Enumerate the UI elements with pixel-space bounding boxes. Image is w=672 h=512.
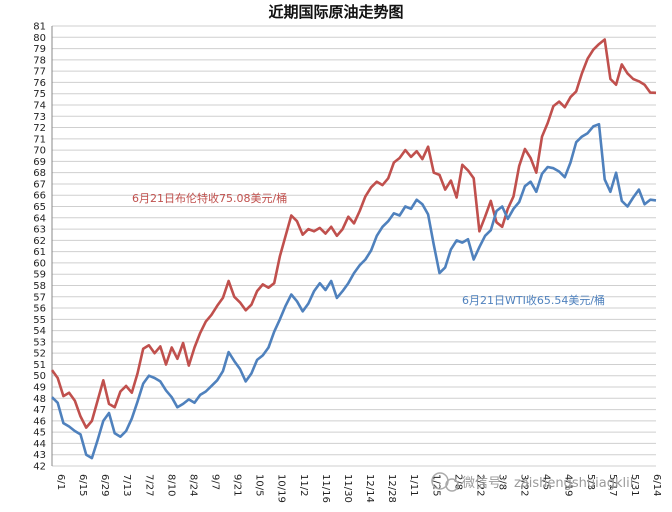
x-tick-label: 11/2 xyxy=(298,474,309,496)
wechat-icon-small xyxy=(445,478,459,492)
x-tick-label: 7/27 xyxy=(143,474,154,496)
x-tick-label: 12/28 xyxy=(386,474,397,503)
y-tick-label: 64 xyxy=(33,213,46,224)
y-tick-label: 44 xyxy=(33,439,46,450)
watermark: 微信号：zaishengshuiagklil xyxy=(431,472,633,492)
y-tick-label: 51 xyxy=(33,360,46,371)
y-tick-label: 81 xyxy=(33,22,46,33)
x-tick-label: 4/19 xyxy=(563,474,574,496)
y-tick-label: 67 xyxy=(33,179,46,190)
y-tick-label: 73 xyxy=(33,112,46,123)
y-tick-label: 69 xyxy=(33,157,46,168)
x-tick-label: 10/5 xyxy=(254,474,265,496)
x-tick-label: 2/22 xyxy=(474,474,485,496)
chart-title: 近期国际原油走势图 xyxy=(268,3,403,21)
wti-close-annotation: 6月21日WTI收65.54美元/桶 xyxy=(462,293,605,307)
y-tick-label: 68 xyxy=(33,168,46,179)
x-axis-ticks: 6/1 6/15 6/29 7/13 7/27 8/10 8/24 9/7 9/21 10/5 10… xyxy=(55,474,662,503)
y-tick-label: 62 xyxy=(33,236,46,247)
x-tick-label: 6/15 xyxy=(77,474,88,496)
brent-close-annotation: 6月21日布伦特收75.08美元/桶 xyxy=(132,191,287,205)
x-tick-label: 7/13 xyxy=(121,474,132,496)
y-tick-label: 79 xyxy=(33,44,46,55)
x-tick-label: 10/19 xyxy=(276,474,287,503)
series-line-brent xyxy=(50,38,657,429)
x-tick-label: 5/31 xyxy=(629,474,640,496)
y-tick-label: 50 xyxy=(33,371,46,382)
y-tick-label: 56 xyxy=(33,304,46,315)
y-tick-label: 76 xyxy=(33,78,46,89)
y-tick-label: 63 xyxy=(33,225,46,236)
x-tick-label: 5/3 xyxy=(585,474,596,490)
x-tick-label: 9/7 xyxy=(210,474,221,490)
series-lines xyxy=(50,38,657,460)
x-tick-label: 6/1 xyxy=(55,474,66,490)
x-tick-label: 11/16 xyxy=(320,474,331,503)
y-tick-label: 46 xyxy=(33,416,46,427)
x-tick-label: 1/11 xyxy=(408,474,419,496)
x-tick-label: 12/14 xyxy=(364,474,375,503)
y-tick-label: 70 xyxy=(33,146,46,157)
y-tick-label: 55 xyxy=(33,315,46,326)
x-tick-label: 1/25 xyxy=(430,474,441,496)
x-tick-label: 11/30 xyxy=(342,474,353,503)
y-tick-label: 49 xyxy=(33,383,46,394)
x-tick-label: 3/8 xyxy=(496,474,507,490)
y-tick-label: 71 xyxy=(33,134,46,145)
y-tick-label: 57 xyxy=(33,292,46,303)
y-tick-label: 80 xyxy=(33,33,46,44)
y-tick-label: 52 xyxy=(33,349,46,360)
y-tick-label: 72 xyxy=(33,123,46,134)
y-tick-label: 42 xyxy=(33,462,46,473)
y-tick-label: 47 xyxy=(33,405,46,416)
x-tick-label: 8/24 xyxy=(187,474,198,496)
x-tick-label: 6/29 xyxy=(99,474,110,496)
watermark-text: 微信号：zaishengshuiagklil xyxy=(462,476,633,491)
y-tick-label: 53 xyxy=(33,337,46,348)
y-tick-label: 60 xyxy=(33,258,46,269)
y-axis-ticks: 4243444546474849505152535455565758596061… xyxy=(33,22,46,473)
y-tick-label: 48 xyxy=(33,394,46,405)
x-tick-label: 3/22 xyxy=(519,474,530,496)
y-tick-label: 77 xyxy=(33,67,46,78)
y-tick-label: 54 xyxy=(33,326,46,337)
y-tick-label: 65 xyxy=(33,202,46,213)
x-tick-label: 6/14 xyxy=(651,474,662,496)
x-tick-label: 4/5 xyxy=(541,474,552,490)
y-tick-label: 74 xyxy=(33,100,46,111)
y-tick-label: 75 xyxy=(33,89,46,100)
grid-lines xyxy=(51,25,656,467)
series-line-wti xyxy=(51,122,657,460)
y-tick-label: 59 xyxy=(33,270,46,281)
x-tick-label: 9/21 xyxy=(232,474,243,496)
y-tick-label: 58 xyxy=(33,281,46,292)
x-tick-label: 5/17 xyxy=(607,474,618,496)
y-tick-label: 43 xyxy=(33,450,46,461)
y-tick-label: 61 xyxy=(33,247,46,258)
y-tick-label: 78 xyxy=(33,55,46,66)
y-tick-label: 66 xyxy=(33,191,46,202)
y-tick-label: 45 xyxy=(33,428,46,439)
x-tick-label: 8/10 xyxy=(165,474,176,496)
